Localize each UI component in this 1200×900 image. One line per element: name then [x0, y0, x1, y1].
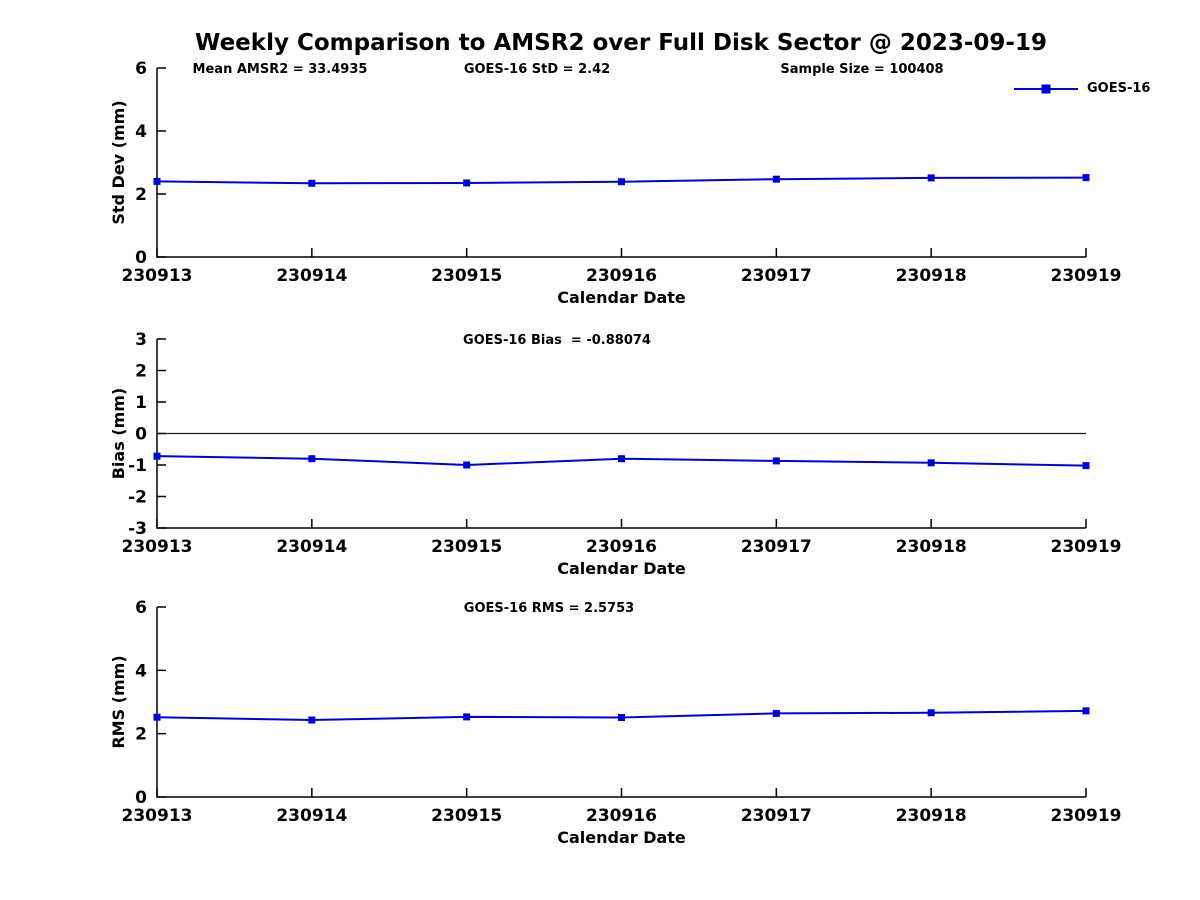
axis-spine	[156, 68, 1086, 258]
data-point-marker	[463, 713, 471, 721]
y-tick-label: 2	[135, 185, 147, 205]
data-point-marker	[1082, 462, 1090, 470]
axis-spine	[156, 607, 1086, 798]
x-tick-label: 230919	[1051, 537, 1122, 557]
x-tick-label: 230917	[741, 806, 812, 826]
legend: GOES-16	[1013, 81, 1150, 96]
x-tick-label: 230919	[1051, 266, 1122, 286]
x-tick-label: 230918	[896, 537, 967, 557]
legend-label: GOES-16	[1087, 81, 1151, 96]
y-tick-label: 3	[135, 330, 147, 350]
x-tick-label: 230917	[741, 266, 812, 286]
x-tick-label: 230915	[431, 266, 502, 286]
y-tick-label: 6	[135, 598, 147, 618]
x-tick-label: 230916	[586, 537, 657, 557]
data-point-marker	[618, 455, 625, 463]
x-axis-label: Calendar Date	[557, 828, 686, 847]
y-tick-label: 0	[135, 425, 147, 445]
x-tick-label: 230913	[122, 806, 193, 826]
plot-annotation: GOES-16 Bias = -0.88074	[463, 333, 651, 348]
y-axis-label: Std Dev (mm)	[109, 100, 128, 224]
x-axis-label: Calendar Date	[557, 559, 686, 578]
y-tick-label: -1	[128, 456, 147, 476]
plot-annotation: Sample Size = 100408	[780, 62, 943, 77]
data-point-marker	[153, 177, 161, 185]
y-tick-label: 4	[135, 661, 147, 681]
data-point-marker	[308, 716, 316, 724]
x-tick-label: 230913	[122, 266, 193, 286]
y-tick-label: -3	[128, 519, 147, 539]
plot-annotation: GOES-16 RMS = 2.5753	[464, 601, 634, 616]
y-tick-label: 4	[135, 122, 147, 142]
legend-line-marker-icon	[1014, 84, 1078, 93]
data-point-marker	[153, 713, 161, 721]
y-tick-label: 6	[135, 59, 147, 79]
x-tick-label: 230913	[122, 537, 193, 557]
data-point-marker	[772, 709, 780, 717]
data-point-marker	[927, 709, 935, 717]
y-tick-label: 0	[135, 788, 147, 808]
data-point-marker	[1082, 707, 1090, 715]
y-tick-label: -2	[128, 488, 147, 508]
x-tick-label: 230919	[1051, 806, 1122, 826]
y-axis-label: Bias (mm)	[109, 388, 128, 480]
y-tick-label: 2	[135, 362, 147, 382]
y-tick-label: 0	[135, 248, 147, 268]
data-point-marker	[618, 178, 625, 186]
x-tick-label: 230916	[586, 266, 657, 286]
x-tick-label: 230914	[276, 537, 347, 557]
figure-title: Weekly Comparison to AMSR2 over Full Dis…	[195, 30, 1047, 56]
plot-annotation: Mean AMSR2 = 33.4935	[193, 62, 368, 77]
data-point-marker	[308, 455, 316, 463]
x-tick-label: 230914	[276, 266, 347, 286]
y-axis-label: RMS (mm)	[109, 655, 128, 748]
data-point-marker	[153, 452, 161, 460]
x-axis-label: Calendar Date	[557, 288, 686, 307]
x-tick-label: 230915	[431, 537, 502, 557]
data-point-marker	[927, 459, 935, 467]
data-point-marker	[1082, 174, 1090, 182]
x-tick-label: 230918	[896, 266, 967, 286]
data-point-marker	[308, 179, 316, 187]
y-tick-label: 2	[135, 725, 147, 745]
x-tick-label: 230917	[741, 537, 812, 557]
x-tick-label: 230914	[276, 806, 347, 826]
x-tick-label: 230916	[586, 806, 657, 826]
y-tick-label: 1	[135, 393, 147, 413]
x-tick-label: 230915	[431, 806, 502, 826]
plot-annotation: GOES-16 StD = 2.42	[464, 62, 610, 77]
data-point-marker	[463, 461, 471, 469]
x-tick-label: 230918	[896, 806, 967, 826]
data-point-marker	[463, 179, 471, 187]
data-point-marker	[772, 457, 780, 465]
data-point-marker	[927, 174, 935, 182]
data-point-marker	[772, 175, 780, 183]
data-point-marker	[618, 714, 625, 722]
